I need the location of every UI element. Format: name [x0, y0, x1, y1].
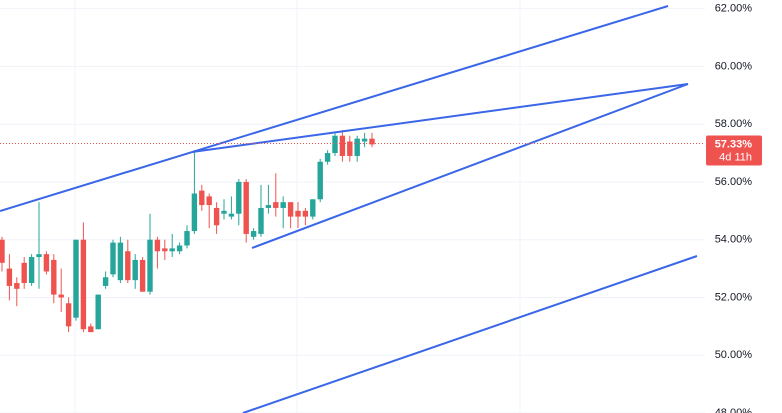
countdown: 4d 11h — [719, 151, 752, 163]
candle-body — [117, 242, 124, 281]
candle-body — [369, 138, 375, 145]
candle-body — [28, 257, 35, 284]
last-price-box — [706, 135, 762, 166]
y-tick-label: 58.00% — [715, 118, 753, 130]
candle-body — [295, 210, 301, 217]
candle-body — [332, 135, 338, 154]
candle-body — [243, 181, 249, 234]
candle-body — [258, 207, 264, 234]
candle-body — [228, 213, 235, 217]
y-tick-label: 54.00% — [715, 234, 753, 246]
candle-body — [95, 294, 101, 330]
y-tick-label: 50.00% — [715, 349, 753, 361]
trend-line — [0, 5, 669, 212]
candle-body — [221, 210, 227, 214]
y-tick-label: 48.00% — [715, 407, 753, 413]
candle-body — [287, 202, 294, 217]
candle-body — [154, 239, 161, 252]
y-tick-label: 52.00% — [715, 291, 753, 303]
candle-body — [51, 259, 57, 295]
candle-body — [339, 135, 346, 156]
candle-body — [324, 153, 331, 162]
y-tick-label: 62.00% — [715, 3, 753, 15]
candle-body — [36, 254, 42, 258]
last-price-label: 57.33% — [715, 138, 753, 150]
candle-body — [361, 138, 368, 142]
candle-body — [169, 248, 175, 252]
candle-body — [250, 231, 257, 237]
candle-body — [14, 283, 20, 289]
candle-body — [191, 193, 198, 232]
candle-body — [88, 326, 94, 333]
candle-body — [184, 231, 190, 246]
candle-body — [354, 138, 360, 156]
candle-body — [102, 277, 109, 286]
candle-body — [43, 254, 50, 272]
candle-body — [265, 205, 272, 208]
candle-body — [302, 210, 309, 217]
candle-body — [213, 207, 220, 226]
candle-body — [80, 239, 87, 330]
candle-body — [310, 199, 316, 217]
trend-line — [191, 83, 689, 153]
candle-body — [21, 262, 27, 284]
candle-body — [206, 196, 212, 206]
candle-body — [236, 181, 242, 214]
candle-body — [0, 239, 5, 263]
trend-line — [242, 255, 698, 413]
candle-body — [176, 245, 183, 252]
candle-body — [347, 141, 353, 156]
candle-body — [125, 251, 131, 281]
candle-body — [199, 190, 205, 206]
candle-body — [317, 161, 323, 200]
candle-body — [65, 303, 72, 327]
candle-body — [139, 259, 146, 292]
candle-body — [162, 248, 168, 252]
candle-body — [6, 268, 13, 286]
y-tick-label: 56.00% — [715, 176, 753, 188]
candle-body — [73, 239, 79, 318]
candle-body — [58, 294, 64, 298]
candle-body — [110, 242, 116, 275]
trend-line — [251, 83, 689, 249]
candle-body — [280, 202, 286, 208]
candle-body — [273, 202, 279, 208]
candle-body — [132, 259, 138, 281]
candle-body — [147, 239, 153, 292]
trend-lines — [0, 5, 698, 413]
y-tick-label: 60.00% — [715, 60, 753, 72]
